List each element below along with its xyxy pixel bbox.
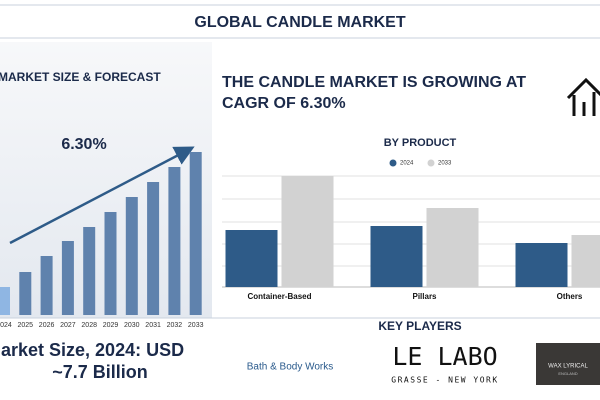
- bar: [0, 287, 10, 315]
- x-tick-label: 2030: [124, 322, 140, 329]
- market-icon: [566, 77, 600, 116]
- cagr-annotation: 6.30%: [61, 136, 106, 153]
- logo-box: [536, 343, 600, 385]
- x-tick-label: 2032: [167, 322, 183, 329]
- x-tick-label: 2028: [81, 322, 97, 329]
- bar: [225, 230, 278, 287]
- market-size: Market Size, 2024: USD: [0, 340, 184, 360]
- legend-label: 2024: [400, 161, 414, 167]
- legend-swatch: [389, 159, 397, 167]
- logo: LE LABO: [392, 342, 497, 371]
- logo: GRASSE - NEW YORK: [391, 376, 498, 385]
- x-tick-label: 2025: [18, 322, 34, 329]
- legend-label: 2033: [438, 161, 452, 167]
- x-tick-label: 2031: [145, 322, 161, 329]
- key-players-title: KEY PLAYERS: [378, 319, 461, 333]
- x-tick-label: Container-Based: [247, 292, 311, 301]
- bar: [125, 197, 138, 315]
- x-tick-label: Others: [557, 292, 583, 301]
- x-tick-label: 2029: [103, 322, 119, 329]
- page-title: GLOBAL CANDLE MARKET: [194, 14, 405, 31]
- legend-swatch: [427, 159, 435, 167]
- product-title: BY PRODUCT: [384, 137, 457, 149]
- x-tick-label: 2026: [39, 322, 55, 329]
- headline: CAGR OF 6.30%: [222, 95, 346, 112]
- bar: [83, 227, 96, 315]
- bar: [61, 241, 74, 315]
- bar: [426, 208, 479, 287]
- bar: [104, 212, 117, 315]
- x-tick-label: 2033: [188, 322, 204, 329]
- forecast-title: MARKET SIZE & FORECAST: [0, 70, 161, 84]
- bar: [19, 272, 32, 315]
- x-tick-label: Pillars: [412, 292, 437, 301]
- bar: [515, 243, 568, 287]
- x-tick-label: 2024: [0, 322, 12, 329]
- logo: ENGLAND: [558, 371, 577, 376]
- bar: [370, 226, 423, 287]
- logo: Bath & Body Works: [247, 362, 334, 373]
- bar: [281, 176, 334, 287]
- bar: [189, 152, 202, 315]
- headline: THE CANDLE MARKET IS GROWING AT: [222, 74, 526, 91]
- bar: [571, 235, 600, 287]
- x-tick-label: 2027: [60, 322, 76, 329]
- bar: [147, 182, 160, 315]
- market-size: ~7.7 Billion: [52, 362, 148, 382]
- bar: [40, 256, 53, 315]
- growth-arrow: [9, 146, 195, 245]
- logo: WAX LYRICAL: [548, 364, 588, 370]
- bar: [168, 167, 181, 315]
